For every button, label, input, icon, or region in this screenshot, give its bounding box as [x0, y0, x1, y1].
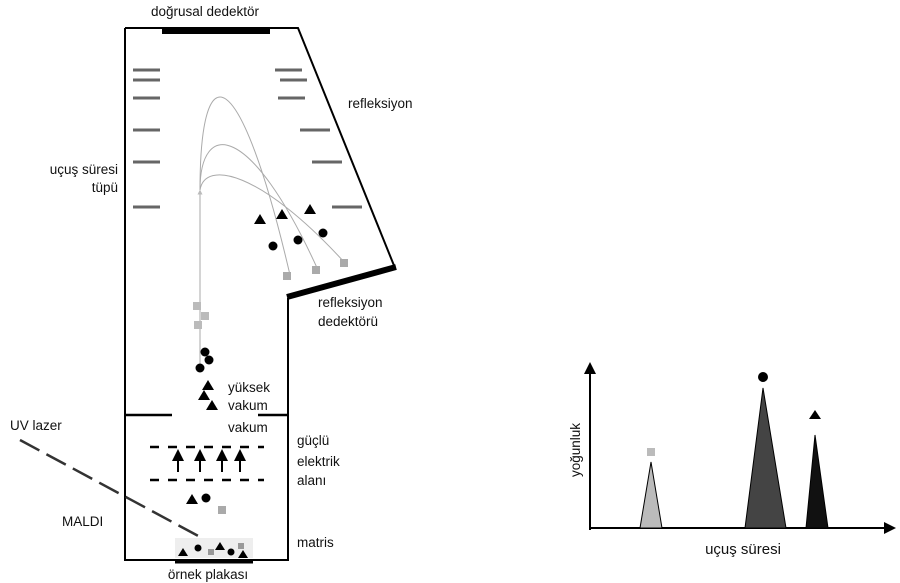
- label: matris: [297, 535, 334, 550]
- label: güçlü: [297, 433, 329, 448]
- spectrum: yoğunluk uçuş süresi: [568, 362, 896, 558]
- reflectron-detector-bar: [286, 264, 397, 300]
- label: vakum: [228, 398, 268, 413]
- ion-paths: [197, 96, 346, 370]
- label: tüpü: [92, 180, 118, 195]
- label: yüksek: [228, 380, 270, 395]
- labels: doğrusal dedektör refleksiyon uçuş süres…: [10, 4, 413, 582]
- label: vakum: [228, 420, 268, 435]
- y-axis-label: yoğunluk: [568, 423, 583, 477]
- field-arrows: [172, 449, 246, 472]
- label: doğrusal dedektör: [151, 4, 260, 19]
- label: elektrik: [297, 454, 340, 469]
- x-axis-label: uçuş süresi: [705, 541, 781, 558]
- label: refleksiyon: [348, 96, 413, 111]
- label: uçuş süresi: [50, 162, 118, 177]
- label: örnek plakası: [168, 567, 248, 582]
- label: alanı: [297, 473, 326, 488]
- label: MALDI: [62, 514, 103, 529]
- label: refleksiyon: [318, 295, 383, 310]
- label: dedektörü: [318, 314, 378, 329]
- reflectron-plates: [133, 68, 362, 209]
- ions: [186, 204, 348, 514]
- label: UV lazer: [10, 418, 62, 433]
- instrument: [19, 27, 397, 564]
